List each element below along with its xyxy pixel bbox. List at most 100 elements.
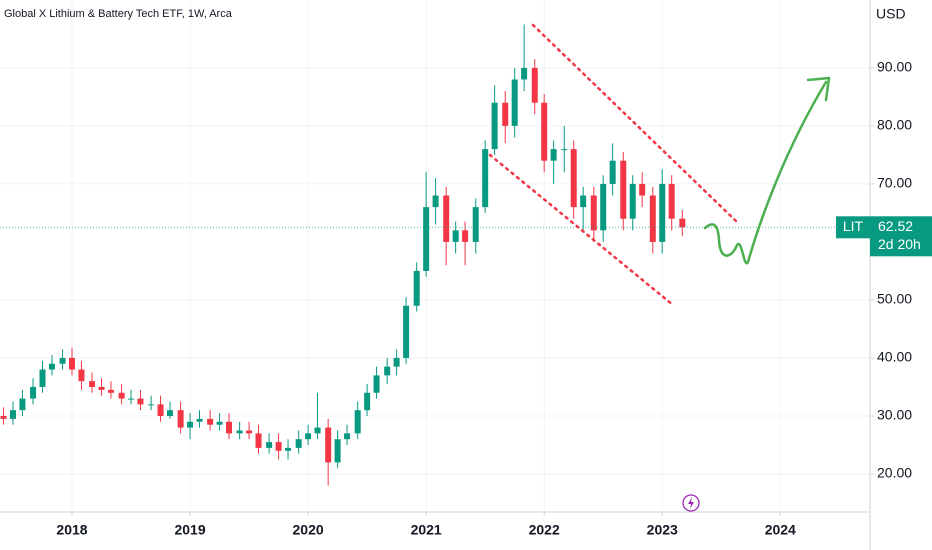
candle-body — [491, 102, 498, 150]
candle-body — [649, 195, 656, 242]
symbol-badge — [836, 216, 870, 239]
candle-body — [668, 183, 675, 219]
candle-body — [196, 418, 203, 422]
candle-body — [393, 357, 400, 367]
candle-body — [384, 366, 391, 376]
candle-body — [19, 398, 26, 411]
x-tick-label: 2022 — [529, 522, 560, 538]
candle-body — [531, 67, 538, 103]
candle-body — [432, 195, 439, 208]
candle-body — [157, 404, 164, 416]
candle-body — [570, 149, 577, 208]
candle-body — [325, 427, 332, 463]
candle-body — [30, 386, 37, 399]
candle-body — [275, 442, 282, 451]
axis-layer: 20.00 30.00 40.00 50.00 70.00 80.00 90.00 2018 2… — [56, 59, 932, 538]
y-tick-label: 40.00 — [877, 349, 912, 365]
candle-body — [118, 392, 125, 399]
candle-body — [344, 433, 351, 440]
candle-body — [403, 305, 410, 358]
candle-body — [128, 398, 135, 400]
candle-body — [78, 369, 85, 382]
candle-body — [541, 102, 548, 161]
candle-body — [423, 207, 430, 271]
y-tick-label: 30.00 — [877, 407, 912, 423]
channel-upper — [531, 23, 739, 224]
candle-body — [550, 149, 557, 161]
y-tick-label: 20.00 — [877, 465, 912, 481]
candle-body — [187, 421, 194, 428]
candle-body — [236, 430, 243, 434]
x-tick-label: 2018 — [56, 522, 87, 538]
candle-body — [0, 415, 7, 419]
candle-body — [521, 67, 528, 80]
candle-body — [502, 102, 509, 126]
candle-body — [89, 381, 96, 387]
candle-body — [600, 183, 607, 231]
grid-layer — [0, 0, 870, 512]
candle-body — [511, 79, 518, 126]
candle-body — [59, 357, 66, 364]
forecast-arrow — [703, 80, 828, 265]
candle-body — [226, 421, 233, 434]
event-icon-bolt — [688, 497, 694, 509]
candle-body — [590, 195, 597, 231]
candle-body — [364, 392, 371, 411]
currency-label: USD — [876, 6, 906, 22]
candle-body — [107, 389, 114, 393]
candle-body — [216, 421, 223, 425]
event-icon[interactable] — [682, 494, 700, 512]
candle-body — [285, 447, 292, 451]
candle-body — [334, 439, 341, 463]
candle-body — [679, 218, 686, 228]
candle-body — [639, 183, 646, 196]
chart-title: Global X Lithium & Battery Tech ETF, 1W,… — [4, 8, 233, 20]
candle-body — [314, 427, 321, 434]
candle-body — [166, 410, 173, 416]
candle-body — [9, 410, 16, 419]
candle-body — [561, 149, 568, 151]
candle-body — [462, 230, 469, 242]
countdown-label: 2d 20h — [878, 236, 921, 252]
x-tick-label: 2019 — [174, 522, 205, 538]
price-badge — [870, 216, 932, 257]
candle-body — [472, 207, 479, 242]
candle-body — [246, 430, 253, 434]
channel-lower — [488, 153, 675, 307]
candle-body — [482, 149, 489, 208]
candle-body — [207, 418, 214, 425]
y-tick-label: 50.00 — [877, 291, 912, 307]
y-tick-label: 70.00 — [877, 175, 912, 191]
candle-body — [609, 160, 616, 184]
candle-body — [580, 195, 587, 208]
y-tick-label: 80.00 — [877, 117, 912, 133]
marks-layer — [0, 24, 870, 486]
candle-body — [98, 386, 105, 390]
candle-body — [452, 230, 459, 242]
candle-body — [148, 404, 155, 406]
candle-body — [373, 375, 380, 393]
candle-body — [177, 410, 184, 428]
candle-body — [443, 195, 450, 242]
candle-body — [295, 439, 302, 448]
candle-body — [137, 398, 144, 405]
candle-body — [629, 183, 636, 219]
x-tick-label: 2021 — [411, 522, 442, 538]
candle-body — [620, 160, 627, 219]
candle-body — [266, 442, 273, 448]
candle-body — [69, 357, 76, 370]
x-tick-label: 2024 — [765, 522, 796, 538]
last-price-label: 62.52 — [878, 218, 913, 234]
y-tick-label: 90.00 — [877, 59, 912, 75]
arrow-head — [806, 76, 831, 102]
x-tick-label: 2020 — [293, 522, 324, 538]
candle-body — [305, 433, 312, 440]
candle-body — [255, 433, 262, 448]
candle-body — [354, 410, 361, 434]
symbol-label: LIT — [843, 218, 864, 234]
candle-body — [48, 363, 55, 370]
candle-body — [413, 270, 420, 306]
x-tick-label: 2023 — [647, 522, 678, 538]
